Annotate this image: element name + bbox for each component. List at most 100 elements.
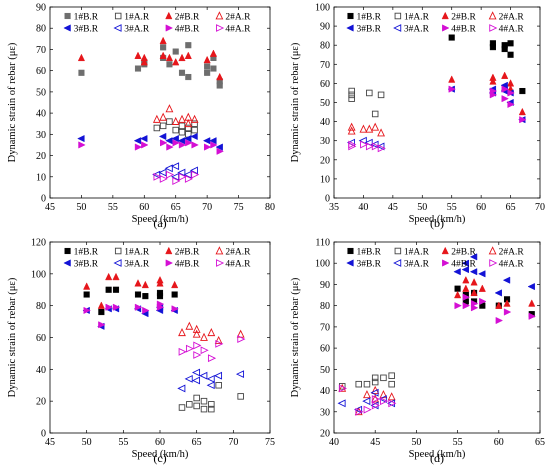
series-4#B.R bbox=[78, 139, 224, 155]
x-tick-label: 50 bbox=[411, 437, 421, 448]
legend-marker bbox=[394, 12, 402, 20]
data-point bbox=[191, 141, 199, 149]
x-tick-label: 55 bbox=[118, 437, 128, 448]
y-tick-label: 20 bbox=[320, 155, 330, 166]
y-tick-label: 40 bbox=[320, 117, 330, 128]
data-point bbox=[377, 91, 385, 99]
x-tick-label: 60 bbox=[494, 437, 504, 448]
data-point bbox=[170, 162, 180, 171]
data-point bbox=[502, 276, 511, 284]
data-point bbox=[348, 91, 355, 99]
data-point bbox=[470, 304, 479, 312]
legend-label: 2#B.R bbox=[451, 12, 476, 22]
data-point bbox=[216, 82, 223, 89]
data-point bbox=[200, 397, 208, 405]
series-2#A.R bbox=[152, 104, 199, 128]
y-tick-label: 120 bbox=[31, 238, 46, 249]
series-4#A.R bbox=[153, 170, 200, 185]
x-axis-label: Speed (km/h) bbox=[132, 214, 189, 225]
legend-marker bbox=[114, 12, 122, 20]
plot-frame bbox=[49, 6, 271, 199]
data-point bbox=[462, 284, 470, 292]
data-point bbox=[178, 141, 187, 149]
data-point bbox=[97, 301, 105, 309]
data-point bbox=[78, 69, 85, 76]
legend-marker bbox=[346, 24, 354, 32]
data-point bbox=[208, 401, 215, 408]
data-point bbox=[199, 371, 208, 380]
data-point bbox=[371, 142, 380, 151]
data-point bbox=[519, 116, 527, 124]
chart-panel-2: 35 40 45 50 55 60 65 70 0 10 20 30 40 50 60 70 80 90 100 Sp… bbox=[290, 3, 545, 231]
y-axis-label: Dynamic strain of rebar (με) bbox=[290, 42, 301, 162]
data-point bbox=[495, 316, 504, 325]
data-point bbox=[189, 166, 198, 175]
data-point bbox=[166, 170, 175, 179]
y-tick-label: 0 bbox=[41, 429, 46, 440]
y-tick-label: 30 bbox=[320, 136, 330, 147]
y-tick-label: 50 bbox=[320, 98, 330, 109]
data-point bbox=[134, 291, 142, 298]
series-1#B.R bbox=[83, 286, 178, 316]
series-1#A.R bbox=[348, 87, 385, 118]
data-point bbox=[171, 291, 178, 298]
data-point bbox=[376, 142, 385, 151]
data-point bbox=[365, 142, 375, 151]
data-point bbox=[209, 137, 217, 145]
legend-label: 1#B.R bbox=[356, 247, 381, 257]
data-point bbox=[203, 143, 212, 151]
legend-marker bbox=[489, 259, 498, 267]
x-tick-label: 55 bbox=[108, 202, 118, 213]
series-4#B.R bbox=[454, 293, 537, 325]
data-point bbox=[98, 321, 106, 329]
legend-marker bbox=[113, 259, 122, 267]
data-point bbox=[171, 116, 180, 125]
data-point bbox=[489, 77, 497, 85]
legend-marker bbox=[442, 24, 450, 32]
data-point bbox=[461, 265, 469, 274]
data-point bbox=[378, 395, 387, 403]
legend-label: 3#B.R bbox=[356, 24, 381, 34]
y-tick-label: 30 bbox=[320, 407, 330, 418]
data-point bbox=[380, 397, 389, 406]
data-point bbox=[348, 142, 357, 151]
data-point bbox=[184, 374, 193, 383]
y-tick-label: 70 bbox=[320, 322, 330, 333]
data-point bbox=[462, 275, 470, 284]
data-point bbox=[171, 134, 179, 143]
data-point bbox=[469, 268, 478, 276]
series-1#A.R bbox=[338, 372, 395, 390]
data-point bbox=[215, 143, 223, 151]
x-tick-label: 55 bbox=[453, 437, 463, 448]
data-point bbox=[363, 405, 372, 414]
data-point bbox=[193, 402, 200, 410]
legend-label: 1#A.R bbox=[404, 12, 430, 22]
data-point bbox=[203, 55, 211, 64]
data-point bbox=[190, 114, 199, 123]
data-point bbox=[172, 48, 179, 55]
data-point bbox=[503, 299, 511, 307]
legend-label: 2#B.R bbox=[175, 247, 200, 257]
data-point bbox=[160, 44, 167, 51]
y-tick-label: 30 bbox=[36, 130, 46, 141]
legend-label: 2#B.R bbox=[175, 12, 200, 22]
y-tick-label: 90 bbox=[320, 22, 330, 33]
y-axis-label: Dynamic strain of rebar (με) bbox=[290, 277, 301, 397]
data-point bbox=[489, 44, 496, 51]
data-point bbox=[165, 53, 174, 62]
x-tick-label: 70 bbox=[202, 202, 212, 213]
x-tick-label: 45 bbox=[45, 437, 55, 448]
data-point bbox=[112, 272, 120, 281]
y-tick-label: 110 bbox=[315, 238, 330, 249]
data-point bbox=[501, 71, 509, 79]
series-3#A.R bbox=[177, 368, 245, 393]
data-point bbox=[237, 335, 246, 344]
series-1#B.R bbox=[448, 34, 526, 95]
data-point bbox=[489, 91, 498, 99]
data-point bbox=[191, 120, 198, 127]
x-tick-label: 65 bbox=[192, 437, 202, 448]
legend-label: 1#A.R bbox=[124, 247, 150, 257]
data-point bbox=[200, 332, 208, 341]
legend-marker bbox=[165, 11, 173, 20]
